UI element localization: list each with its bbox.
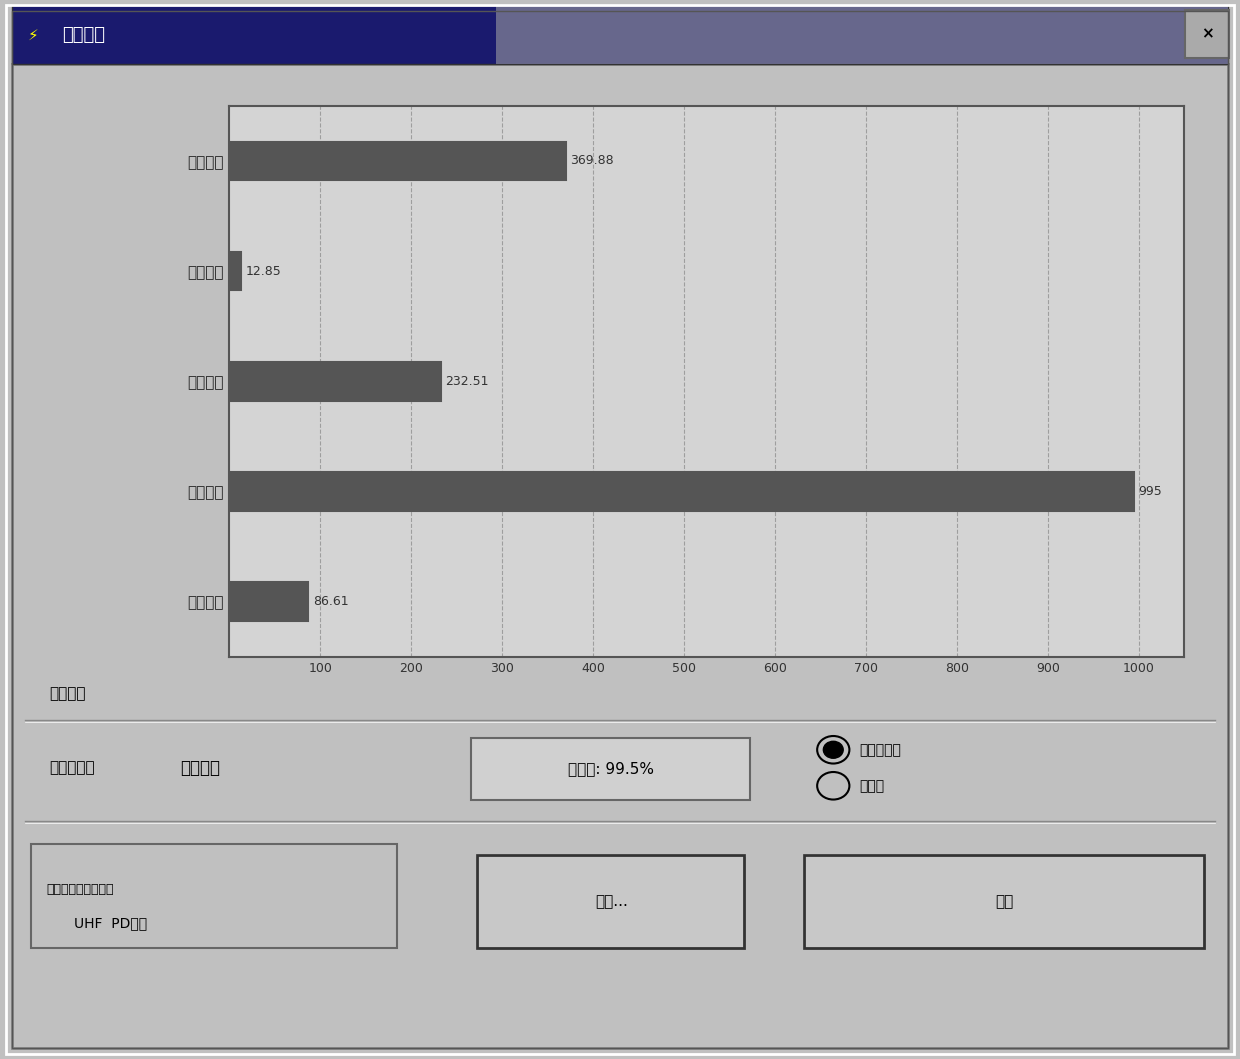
Text: UHF  PD检测: UHF PD检测 <box>74 916 148 931</box>
Bar <box>229 472 1135 510</box>
Text: ⚡: ⚡ <box>27 28 38 42</box>
FancyBboxPatch shape <box>471 738 750 800</box>
Bar <box>229 142 565 180</box>
Text: 86.61: 86.61 <box>312 595 348 608</box>
Text: 识别结果: 识别结果 <box>62 26 105 43</box>
Text: 放电类型：: 放电类型： <box>50 760 95 775</box>
FancyBboxPatch shape <box>477 855 744 948</box>
Bar <box>229 582 309 621</box>
Text: 关闭: 关闭 <box>996 894 1013 909</box>
Text: 369.88: 369.88 <box>570 155 614 167</box>
Text: 可信度: 99.5%: 可信度: 99.5% <box>568 761 655 776</box>
Circle shape <box>823 741 843 758</box>
Text: 概率法: 概率法 <box>859 778 884 793</box>
Text: 当前使用的库文件：: 当前使用的库文件： <box>46 883 113 896</box>
Text: 中心分类法: 中心分类法 <box>859 742 901 757</box>
FancyBboxPatch shape <box>1185 10 1229 58</box>
Text: 995: 995 <box>1138 485 1162 498</box>
FancyBboxPatch shape <box>12 5 1228 64</box>
FancyBboxPatch shape <box>804 855 1204 948</box>
Text: 12.85: 12.85 <box>246 265 281 277</box>
Text: ×: × <box>1200 26 1214 41</box>
Bar <box>229 362 441 400</box>
Text: 识别结果: 识别结果 <box>50 686 86 701</box>
Bar <box>229 252 241 290</box>
Text: 232.51: 232.51 <box>445 375 489 388</box>
FancyBboxPatch shape <box>496 5 1228 64</box>
FancyBboxPatch shape <box>12 64 1228 1048</box>
Text: 打印...: 打印... <box>595 894 627 909</box>
FancyBboxPatch shape <box>31 844 397 948</box>
Text: 内部放电: 内部放电 <box>180 759 219 776</box>
